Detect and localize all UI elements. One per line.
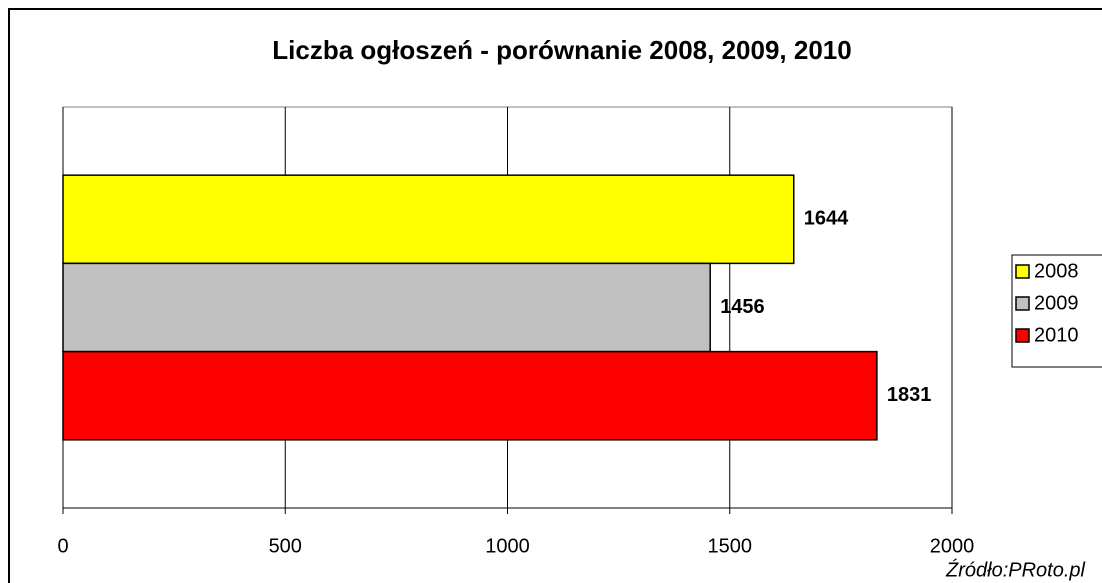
- x-tick-label: 0: [57, 535, 68, 557]
- bar: [62, 174, 795, 265]
- x-tick-label: 2000: [930, 535, 975, 557]
- data-label: 1456: [720, 296, 765, 318]
- legend-box: [1011, 254, 1102, 368]
- x-tick-label: 1500: [708, 535, 753, 557]
- chart-title: Liczba ogłoszeń - porównanie 2008, 2009,…: [272, 35, 851, 65]
- legend-label: 2008: [1034, 260, 1079, 282]
- source-note: Źródło:PRoto.pl: [945, 558, 1086, 581]
- legend-swatch: [1015, 328, 1030, 343]
- legend-label: 2010: [1034, 324, 1079, 346]
- bar: [62, 262, 711, 353]
- legend-swatch: [1015, 296, 1030, 311]
- legend-swatch: [1015, 264, 1030, 279]
- legend-label: 2009: [1034, 292, 1079, 314]
- data-label: 1644: [804, 208, 849, 230]
- x-tick-label: 1000: [485, 535, 530, 557]
- bar: [62, 350, 878, 441]
- x-tick-label: 500: [269, 535, 302, 557]
- data-label: 1831: [887, 384, 932, 406]
